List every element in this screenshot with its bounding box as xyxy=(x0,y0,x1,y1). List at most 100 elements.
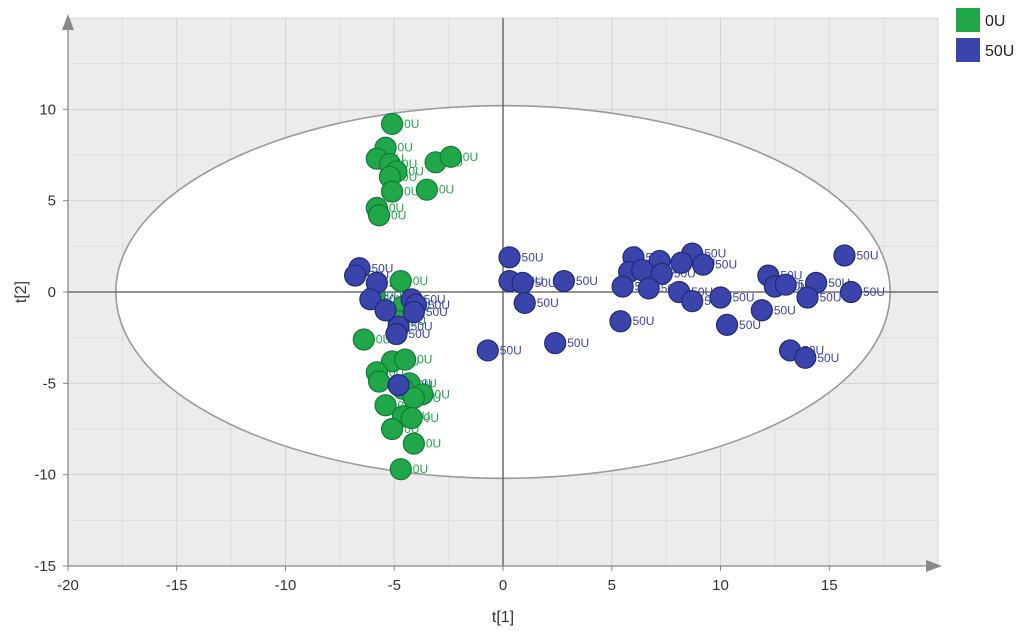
data-point-50u xyxy=(609,310,632,333)
point-label-0u: 0U xyxy=(413,462,428,476)
data-point-0u xyxy=(380,180,404,203)
legend-swatch-50u xyxy=(956,38,980,62)
point-label-50u: 50U xyxy=(500,343,522,357)
legend: 0U 50U xyxy=(956,8,1014,62)
data-point-50u xyxy=(670,251,693,274)
data-point-0u xyxy=(394,348,417,371)
data-point-50u xyxy=(681,290,704,313)
point-label-0u: 0U xyxy=(391,208,406,222)
data-points xyxy=(344,112,863,481)
data-point-50u xyxy=(691,253,715,276)
data-point-50u xyxy=(794,346,817,369)
data-point-50u xyxy=(774,273,797,296)
y-axis-arrow xyxy=(62,14,74,30)
data-point-0u xyxy=(415,178,438,201)
data-point-0u xyxy=(367,204,391,227)
point-label-50u: 50U xyxy=(733,290,755,304)
point-label-0u: 0U xyxy=(417,353,432,367)
data-point-50u xyxy=(611,275,634,298)
point-label-50u: 50U xyxy=(774,303,796,317)
x-tick-label: 10 xyxy=(712,577,729,594)
data-point-50u xyxy=(385,322,408,346)
data-point-0u xyxy=(400,406,423,430)
data-point-50u xyxy=(833,244,856,267)
data-point-50u xyxy=(796,286,819,309)
y-tick-label: 0 xyxy=(48,284,56,301)
point-label-50u: 50U xyxy=(426,305,448,319)
point-label-50u: 50U xyxy=(371,261,393,275)
x-tick-label: -5 xyxy=(388,577,401,594)
point-label-50u: 50U xyxy=(411,320,433,334)
data-point-50u xyxy=(513,291,536,315)
point-label-50u: 50U xyxy=(535,276,557,290)
point-label-50u: 50U xyxy=(632,314,654,328)
y-axis-title: t[2] xyxy=(13,281,30,303)
point-label-0u: 0U xyxy=(404,117,419,131)
point-label-50u: 50U xyxy=(715,258,737,272)
point-label-0u: 0U xyxy=(439,183,454,197)
x-tick-label: -10 xyxy=(275,577,297,594)
data-point-50u xyxy=(387,374,410,397)
data-point-50u xyxy=(637,277,660,300)
point-label-0u: 0U xyxy=(413,274,428,288)
point-label-50u: 50U xyxy=(820,290,842,304)
data-point-50u xyxy=(750,299,773,322)
y-tick-label: 5 xyxy=(48,193,56,210)
point-label-50u: 50U xyxy=(522,250,544,264)
x-tick-labels: -20 -15 -10 -5 0 5 10 15 xyxy=(57,577,837,594)
data-point-50u xyxy=(715,313,739,336)
legend-swatch-0u xyxy=(956,8,980,32)
point-label-50u: 50U xyxy=(576,274,598,288)
point-label-50u: 50U xyxy=(567,336,589,350)
x-tick-label: -15 xyxy=(166,577,188,594)
x-tick-label: 0 xyxy=(499,577,507,594)
data-point-50u xyxy=(402,300,425,324)
x-tick-label: 5 xyxy=(608,577,616,594)
data-point-50u xyxy=(552,269,576,293)
y-tick-label: -10 xyxy=(34,467,56,484)
y-tick-label: -5 xyxy=(43,375,56,392)
data-point-0u xyxy=(439,145,462,168)
data-point-50u xyxy=(344,264,367,287)
point-label-0u: 0U xyxy=(404,185,419,199)
point-label-0u: 0U xyxy=(389,201,404,215)
data-point-0u xyxy=(367,370,391,393)
data-point-0u xyxy=(380,417,404,441)
data-point-50u xyxy=(839,280,863,304)
data-point-0u xyxy=(402,432,425,455)
x-axis-title: t[1] xyxy=(492,609,514,626)
x-tick-label: 15 xyxy=(821,577,838,594)
data-point-50u xyxy=(709,286,732,309)
legend-label-0u: 0U xyxy=(985,13,1005,30)
point-label-0u: 0U xyxy=(424,411,439,425)
data-point-0u xyxy=(374,394,397,417)
y-tick-label: 10 xyxy=(39,101,56,118)
data-point-0u xyxy=(389,269,412,293)
x-axis-arrow xyxy=(926,560,942,572)
point-label-0u: 0U xyxy=(398,141,413,155)
data-point-50u xyxy=(544,332,567,355)
data-point-50u xyxy=(498,246,521,269)
data-point-50u xyxy=(374,299,397,322)
y-tick-labels: -15 -10 -5 0 5 10 xyxy=(34,101,56,575)
point-label-50u: 50U xyxy=(863,285,885,299)
legend-label-50u: 50U xyxy=(985,43,1014,60)
point-label-0u: 0U xyxy=(426,437,441,451)
point-label-0u: 0U xyxy=(435,387,450,401)
data-point-50u xyxy=(359,288,382,311)
data-point-0u xyxy=(352,328,375,351)
point-label-50u: 50U xyxy=(856,248,878,262)
x-tick-label: -20 xyxy=(57,577,79,594)
data-point-50u xyxy=(650,262,673,285)
data-point-50u xyxy=(511,271,534,294)
point-label-50u: 50U xyxy=(817,351,839,365)
point-label-50u: 50U xyxy=(408,327,430,341)
data-point-50u xyxy=(476,339,499,362)
point-label-0u: 0U xyxy=(463,150,478,164)
y-tick-label: -15 xyxy=(34,558,56,575)
point-label-50u: 50U xyxy=(739,318,761,332)
data-point-0u xyxy=(380,112,404,136)
point-label-50u: 50U xyxy=(537,296,559,310)
point-label-0u: 0U xyxy=(408,164,423,178)
